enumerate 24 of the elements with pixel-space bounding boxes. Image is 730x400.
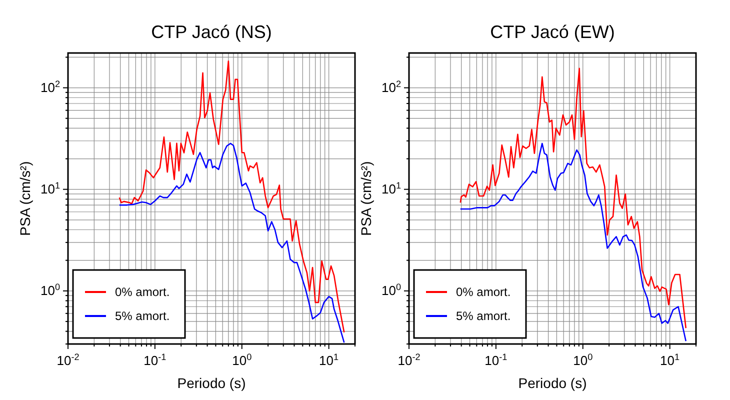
- y-tick-label: 10$^{0}$: [40, 282, 60, 298]
- x-tick-label: 10$^{1}$: [319, 352, 339, 368]
- y-tick-label: 10$^{1}$: [40, 180, 60, 196]
- legend-label: 0% amort.: [115, 285, 170, 299]
- chart-title: CTP Jacó (EW): [490, 22, 615, 42]
- x-axis-title: Periodo (s): [518, 375, 587, 391]
- chart-title: CTP Jacó (NS): [151, 22, 272, 42]
- y-axis-title: PSA (cm/s²): [358, 161, 374, 236]
- x-tick-label: 10$^{1}$: [660, 352, 680, 368]
- x-tick-label: 10$^{-1}$: [484, 352, 508, 368]
- x-axis-title: Periodo (s): [177, 375, 246, 391]
- legend-label: 5% amort.: [456, 309, 511, 323]
- legend-label: 0% amort.: [456, 285, 511, 299]
- y-tick-label: 10$^{0}$: [381, 282, 401, 298]
- x-tick-label: 10$^{0}$: [232, 352, 252, 368]
- x-tick-label: 10$^{0}$: [573, 352, 593, 368]
- y-tick-label: 10$^{1}$: [381, 180, 401, 196]
- legend-label: 5% amort.: [115, 309, 170, 323]
- x-tick-label: 10$^{-1}$: [144, 352, 166, 368]
- x-tick-label: 10$^{-2}$: [56, 352, 80, 368]
- x-tick-label: 10$^{-2}$: [398, 352, 420, 368]
- y-axis-title: PSA (cm/s²): [17, 161, 33, 236]
- y-tick-label: 10$^{2}$: [381, 78, 401, 95]
- y-tick-label: 10$^{2}$: [40, 78, 60, 95]
